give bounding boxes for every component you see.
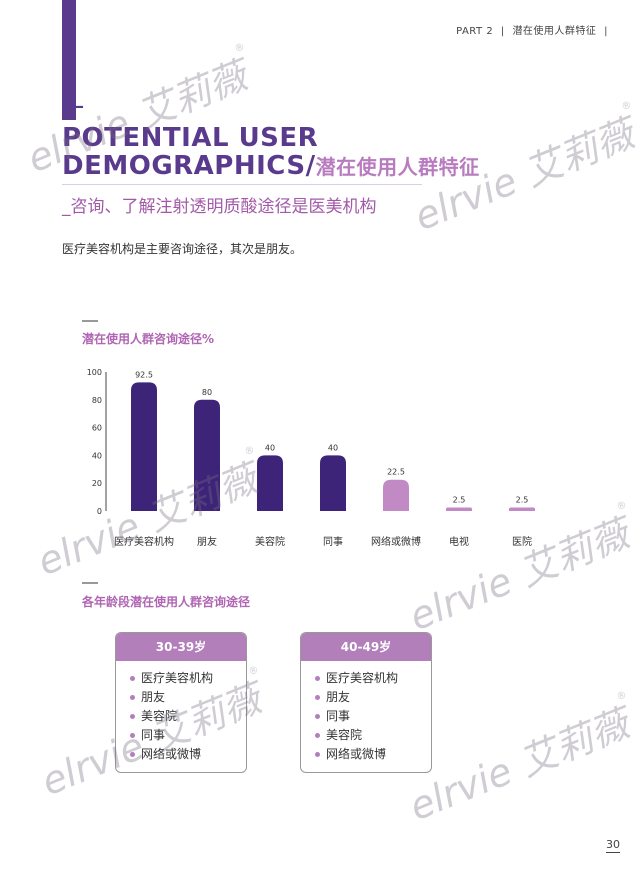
list-item: 朋友 — [315, 688, 431, 707]
category-label: 医院 — [512, 535, 532, 548]
page-title-line1: POTENTIAL USER — [62, 123, 319, 153]
header-section-label: 潜在使用人群特征 — [512, 26, 597, 37]
bar-value-label: 2.5 — [453, 496, 466, 505]
bar-value-label: 40 — [265, 443, 275, 452]
age-card-30-39: 30-39岁 医疗美容机构 朋友 美容院 同事 网络或微博 — [115, 632, 247, 773]
bar-value-label: 40 — [328, 443, 338, 452]
header-separator: | — [500, 26, 505, 37]
age-title-dash — [82, 582, 98, 584]
y-tick-label: 80 — [92, 396, 102, 405]
list-item: 同事 — [130, 726, 246, 745]
page-subtitle: _咨询、了解注射透明质酸途径是医美机构 — [62, 197, 377, 217]
watermark-reg: ® — [615, 689, 629, 704]
list-item: 网络或微博 — [130, 745, 246, 764]
age-card-list: 医疗美容机构 朋友 美容院 同事 网络或微博 — [116, 669, 246, 772]
age-card-label: 30-39岁 — [116, 633, 246, 661]
page-title-cn: 潜在使用人群特征 — [315, 155, 480, 179]
bullet-icon — [130, 752, 135, 757]
list-item-label: 医疗美容机构 — [141, 671, 214, 685]
bar-2 — [194, 399, 220, 511]
category-label: 医疗美容机构 — [114, 535, 174, 548]
list-item-label: 美容院 — [141, 709, 178, 723]
list-item-label: 医疗美容机构 — [326, 671, 399, 685]
bar-3 — [257, 455, 283, 511]
category-label: 美容院 — [255, 535, 285, 548]
bullet-icon — [315, 676, 320, 681]
list-item: 同事 — [315, 707, 431, 726]
bullet-icon — [130, 676, 135, 681]
watermark-reg: ® — [615, 499, 629, 514]
list-item: 朋友 — [130, 688, 246, 707]
bar-5 — [383, 479, 409, 511]
header-separator-end: | — [604, 26, 608, 37]
age-card-40-49: 40-49岁 医疗美容机构 朋友 同事 美容院 网络或微博 — [300, 632, 432, 773]
intro-text: 医疗美容机构是主要咨询途径，其次是朋友。 — [62, 242, 303, 256]
chart-title: 潜在使用人群咨询途径% — [82, 332, 215, 346]
bar-value-label: 22.5 — [387, 468, 405, 477]
bullet-icon — [130, 695, 135, 700]
list-item: 美容院 — [130, 707, 246, 726]
page-title-line2: DEMOGRAPHICS/ — [62, 151, 316, 181]
chart-title-dash — [82, 320, 98, 322]
list-item-label: 美容院 — [326, 728, 363, 742]
bullet-icon — [315, 695, 320, 700]
bar-chart: 100 80 60 40 20 0 92.5 80 40 40 22.5 2.5 2.5 医疗美容机构… — [87, 368, 535, 548]
bar-6 — [446, 507, 472, 511]
title-plus-mark: + — [64, 92, 86, 122]
category-label: 网络或微博 — [371, 535, 421, 548]
bullet-icon — [130, 714, 135, 719]
bullet-icon — [130, 733, 135, 738]
y-tick-label: 0 — [97, 507, 102, 516]
list-item-label: 朋友 — [326, 690, 351, 704]
list-item-label: 朋友 — [141, 690, 166, 704]
watermark-reg: ® — [620, 99, 634, 114]
list-item: 网络或微博 — [315, 745, 431, 764]
watermark-reg: ® — [247, 664, 261, 679]
bullet-icon — [315, 714, 320, 719]
page-number: 30 — [606, 838, 620, 853]
bar-4 — [320, 455, 346, 511]
category-label: 朋友 — [197, 535, 217, 548]
bar-value-label: 80 — [202, 388, 212, 397]
y-axis: 100 80 60 40 20 0 — [87, 368, 107, 516]
bar-7 — [509, 507, 535, 511]
title-divider — [62, 184, 422, 185]
list-item-label: 同事 — [326, 709, 351, 723]
header-accent-bar — [62, 0, 76, 120]
watermark-logo: elrvie 艾莉薇® — [400, 689, 640, 831]
category-labels: 医疗美容机构 朋友 美容院 同事 网络或微博 电视 医院 — [114, 535, 532, 548]
list-item-label: 网络或微博 — [141, 747, 202, 761]
y-tick-label: 100 — [87, 368, 102, 377]
bar-value-label: 2.5 — [516, 496, 529, 505]
list-item: 美容院 — [315, 726, 431, 745]
list-item-label: 网络或微博 — [326, 747, 387, 761]
age-section-title: 各年龄段潜在使用人群咨询途径 — [82, 595, 251, 609]
y-tick-label: 40 — [92, 451, 102, 460]
page-title: POTENTIAL USER DEMOGRAPHICS/潜在使用人群特征 — [62, 124, 480, 181]
bars — [131, 382, 535, 511]
bullet-icon — [315, 733, 320, 738]
category-label: 同事 — [323, 535, 343, 548]
list-item: 医疗美容机构 — [315, 669, 431, 688]
list-item-label: 同事 — [141, 728, 166, 742]
header-part-label: PART 2 — [456, 26, 494, 37]
y-tick-label: 60 — [92, 424, 102, 433]
value-labels: 92.5 80 40 40 22.5 2.5 2.5 — [135, 370, 528, 504]
watermark-text: elrvie 艾莉薇 — [403, 701, 636, 830]
bullet-icon — [315, 752, 320, 757]
header-section-tag: PART 2 | 潜在使用人群特征 | — [456, 22, 612, 37]
bar-1 — [131, 382, 157, 511]
watermark-reg: ® — [233, 41, 247, 56]
y-tick-label: 20 — [92, 479, 102, 488]
age-card-label: 40-49岁 — [301, 633, 431, 661]
category-label: 电视 — [449, 535, 469, 548]
age-card-list: 医疗美容机构 朋友 同事 美容院 网络或微博 — [301, 669, 431, 772]
bar-value-label: 92.5 — [135, 370, 153, 379]
list-item: 医疗美容机构 — [130, 669, 246, 688]
